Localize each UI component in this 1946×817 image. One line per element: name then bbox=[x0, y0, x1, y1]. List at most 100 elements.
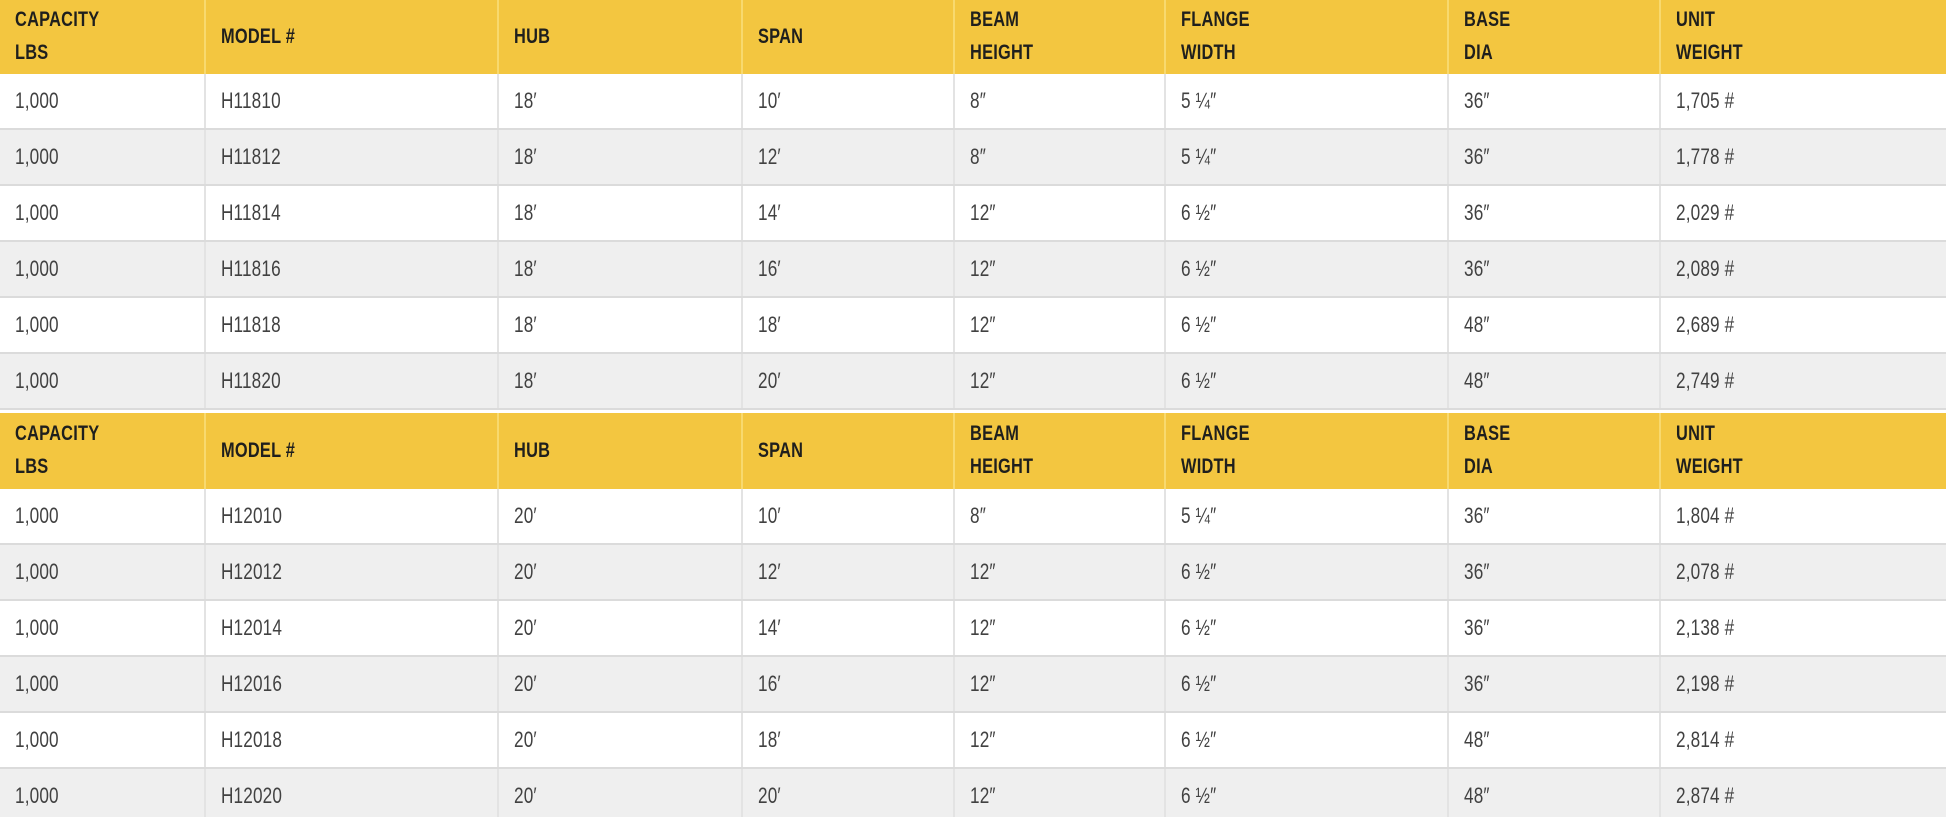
table-cell-unit-weight: 2,749 # bbox=[1661, 354, 1946, 408]
cell-value: 18′ bbox=[514, 256, 537, 281]
table-cell-hub: 20′ bbox=[499, 601, 744, 655]
cell-value: H11820 bbox=[221, 368, 282, 393]
cell-value: 18′ bbox=[514, 144, 537, 169]
table-cell-base-dia: 48″ bbox=[1449, 298, 1661, 352]
table-cell-unit-weight: 2,029 # bbox=[1661, 186, 1946, 240]
table-cell-hub: 20′ bbox=[499, 545, 744, 599]
table-cell-hub: 20′ bbox=[499, 769, 744, 817]
table-cell-capacity: 1,000 bbox=[0, 713, 207, 767]
cell-value: 2,749 # bbox=[1675, 368, 1735, 393]
table-cell-flange-width: 5 ¼″ bbox=[1166, 74, 1449, 128]
table-row: 1,000 H12020 20′ 20′ 12″ 6 ½″ 48″ 2,874 # bbox=[0, 769, 1946, 817]
cell-value: H12012 bbox=[221, 559, 283, 584]
table-cell-hub: 18′ bbox=[499, 74, 744, 128]
column-header-hub: HUB bbox=[499, 0, 744, 74]
cell-value: 18′ bbox=[758, 727, 782, 752]
table-cell-span: 12′ bbox=[743, 545, 956, 599]
table-row: 1,000 H11818 18′ 18′ 12″ 6 ½″ 48″ 2,689 # bbox=[0, 298, 1946, 354]
table-cell-base-dia: 36″ bbox=[1449, 74, 1661, 128]
table-cell-capacity: 1,000 bbox=[0, 298, 207, 352]
column-header-capacity: CAPACITY LBS bbox=[0, 413, 207, 489]
table-cell-base-dia: 36″ bbox=[1449, 130, 1661, 184]
table-row: 1,000 H12010 20′ 10′ 8″ 5 ¼″ 36″ 1,804 # bbox=[0, 489, 1946, 545]
cell-value: 1,778 # bbox=[1675, 144, 1735, 169]
table-cell-beam-height: 12″ bbox=[955, 186, 1166, 240]
cell-value: 2,138 # bbox=[1675, 615, 1735, 640]
table-cell-span: 20′ bbox=[743, 769, 956, 817]
table-cell-beam-height: 8″ bbox=[955, 74, 1166, 128]
cell-value: 48″ bbox=[1463, 783, 1490, 808]
cell-value: 18′ bbox=[514, 368, 537, 393]
table-cell-span: 10′ bbox=[743, 489, 956, 543]
cell-value: 1,000 bbox=[15, 200, 59, 225]
table-cell-span: 20′ bbox=[743, 354, 956, 408]
table-cell-flange-width: 6 ½″ bbox=[1166, 354, 1449, 408]
table-cell-model: H12018 bbox=[206, 713, 500, 767]
table-cell-hub: 18′ bbox=[499, 130, 744, 184]
table-body: 1,000 H11810 18′ 10′ 8″ 5 ¼″ 36″ 1,705 # 1,000 H1… bbox=[0, 74, 1946, 410]
table-cell-unit-weight: 1,705 # bbox=[1661, 74, 1946, 128]
table-cell-flange-width: 5 ¼″ bbox=[1166, 489, 1449, 543]
table-cell-flange-width: 6 ½″ bbox=[1166, 242, 1449, 296]
table-cell-flange-width: 6 ½″ bbox=[1166, 769, 1449, 817]
table-cell-flange-width: 6 ½″ bbox=[1166, 186, 1449, 240]
cell-value: 2,814 # bbox=[1675, 727, 1735, 752]
cell-value: 6 ½″ bbox=[1180, 312, 1216, 337]
cell-value: 1,000 bbox=[15, 615, 59, 640]
table-cell-model: H12020 bbox=[206, 769, 500, 817]
cell-value: 1,000 bbox=[15, 727, 59, 752]
cell-value: 48″ bbox=[1463, 368, 1490, 393]
table-cell-model: H11812 bbox=[206, 130, 500, 184]
table-cell-base-dia: 36″ bbox=[1449, 601, 1661, 655]
column-header-beam-height: BEAM HEIGHT bbox=[955, 0, 1166, 74]
column-header-label: BASE DIA bbox=[1463, 422, 1511, 478]
cell-value: 6 ½″ bbox=[1180, 559, 1216, 584]
cell-value: 14′ bbox=[758, 615, 782, 640]
cell-value: 2,198 # bbox=[1675, 671, 1735, 696]
cell-value: 1,000 bbox=[15, 671, 59, 696]
cell-value: 12′ bbox=[758, 559, 782, 584]
cell-value: 20′ bbox=[514, 615, 537, 640]
table-cell-beam-height: 12″ bbox=[955, 545, 1166, 599]
cell-value: 36″ bbox=[1463, 559, 1490, 584]
column-header-label: FLANGE WIDTH bbox=[1180, 8, 1250, 64]
cell-value: 18′ bbox=[514, 88, 537, 113]
cell-value: 6 ½″ bbox=[1180, 200, 1216, 225]
cell-value: 1,000 bbox=[15, 144, 59, 169]
table-row: 1,000 H11820 18′ 20′ 12″ 6 ½″ 48″ 2,749 # bbox=[0, 354, 1946, 410]
table-cell-capacity: 1,000 bbox=[0, 769, 207, 817]
cell-value: 20′ bbox=[514, 671, 537, 696]
table-cell-capacity: 1,000 bbox=[0, 354, 207, 408]
cell-value: 5 ¼″ bbox=[1180, 503, 1216, 528]
table-cell-beam-height: 12″ bbox=[955, 298, 1166, 352]
column-header-label: CAPACITY LBS bbox=[15, 422, 100, 478]
table-cell-model: H11818 bbox=[206, 298, 500, 352]
table-cell-capacity: 1,000 bbox=[0, 242, 207, 296]
table-cell-beam-height: 12″ bbox=[955, 354, 1166, 408]
table-cell-capacity: 1,000 bbox=[0, 74, 207, 128]
table-cell-hub: 20′ bbox=[499, 713, 744, 767]
table-cell-flange-width: 5 ¼″ bbox=[1166, 130, 1449, 184]
cell-value: 16′ bbox=[758, 671, 782, 696]
column-header-flange-width: FLANGE WIDTH bbox=[1166, 413, 1449, 489]
cell-value: 36″ bbox=[1463, 144, 1490, 169]
table-cell-unit-weight: 2,078 # bbox=[1661, 545, 1946, 599]
table-cell-base-dia: 36″ bbox=[1449, 657, 1661, 711]
cell-value: 12″ bbox=[970, 256, 997, 281]
table-cell-base-dia: 48″ bbox=[1449, 354, 1661, 408]
table-cell-capacity: 1,000 bbox=[0, 657, 207, 711]
table-cell-span: 14′ bbox=[743, 601, 956, 655]
column-header-model: MODEL # bbox=[206, 413, 500, 489]
table-cell-beam-height: 12″ bbox=[955, 242, 1166, 296]
table-cell-capacity: 1,000 bbox=[0, 489, 207, 543]
column-header-label: CAPACITY LBS bbox=[15, 8, 100, 64]
table-cell-beam-height: 12″ bbox=[955, 601, 1166, 655]
table-cell-unit-weight: 2,198 # bbox=[1661, 657, 1946, 711]
table-cell-beam-height: 8″ bbox=[955, 489, 1166, 543]
cell-value: 16′ bbox=[758, 256, 782, 281]
cell-value: 5 ¼″ bbox=[1180, 144, 1216, 169]
table-cell-flange-width: 6 ½″ bbox=[1166, 713, 1449, 767]
cell-value: 6 ½″ bbox=[1180, 256, 1216, 281]
column-header-label: MODEL # bbox=[221, 24, 296, 48]
cell-value: 1,000 bbox=[15, 368, 59, 393]
